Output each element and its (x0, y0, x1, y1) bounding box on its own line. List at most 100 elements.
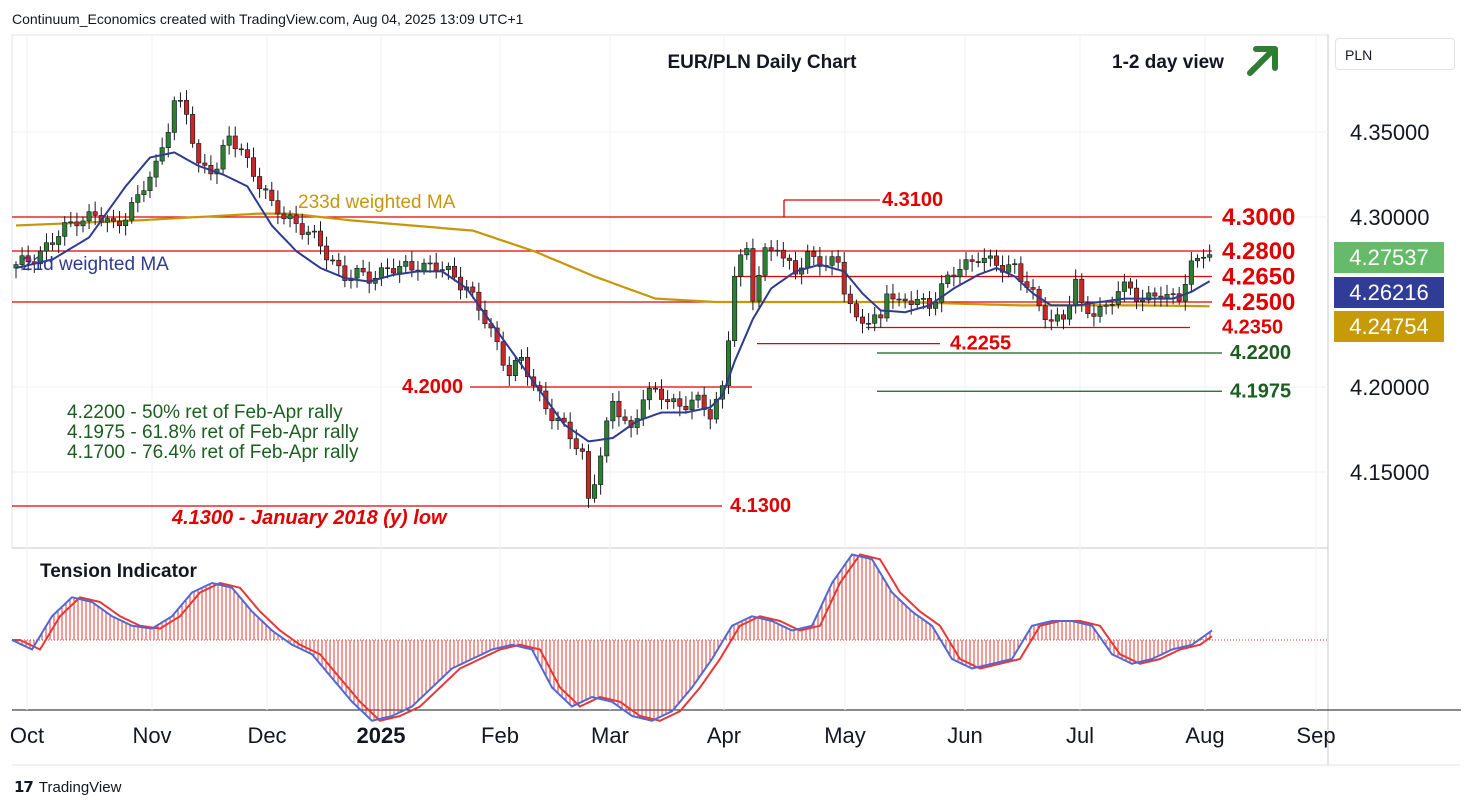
candle-body (914, 299, 920, 305)
candle-body (238, 148, 244, 151)
candle-body (165, 132, 171, 148)
candle-body (293, 214, 299, 224)
candle-body (360, 267, 366, 273)
candle-body (427, 262, 433, 265)
candle-body (409, 261, 415, 271)
candle-body (695, 394, 701, 401)
candle-body (512, 360, 518, 377)
candle-body (92, 211, 98, 216)
candle-body (652, 387, 658, 390)
candle-body (1121, 281, 1127, 292)
ma233-line (15, 212, 1210, 308)
candle-body (939, 283, 945, 303)
arrow-head (1253, 46, 1278, 71)
candle-body (902, 298, 908, 302)
x-tick-label: Aug (1185, 723, 1224, 748)
candle-body (1030, 287, 1036, 290)
ma21-label: 21d weighted MA (22, 254, 169, 275)
ma21-layer (15, 151, 1211, 443)
level-label-4.1975: 4.1975 (1230, 380, 1291, 402)
candle-body (878, 314, 884, 319)
x-tick-label: Nov (132, 723, 171, 748)
candle-body (1048, 319, 1054, 322)
candle-body (713, 398, 719, 420)
tension-line (11, 553, 1213, 722)
footer: 𝟭𝟳 TradingView (14, 778, 122, 797)
candle-body (671, 398, 677, 403)
currency-box[interactable]: PLN (1335, 38, 1455, 70)
candle-body (299, 223, 305, 235)
candle-body (677, 398, 683, 407)
currency-label: PLN (1345, 47, 1373, 63)
candle-body (817, 256, 823, 267)
footer-brand: TradingView (38, 778, 122, 796)
candle-body (56, 236, 62, 245)
candle-body (269, 189, 275, 201)
candle-body (829, 256, 835, 266)
candle-body (1097, 306, 1103, 317)
candle-body (123, 219, 129, 227)
candle-body (287, 214, 293, 219)
view-label: 1-2 day view (1112, 52, 1224, 73)
x-tick-label: Jul (1066, 723, 1094, 748)
candle-body (853, 303, 859, 318)
candle-body (330, 259, 336, 262)
level-label-4.2255: 4.2255 (950, 333, 1011, 355)
candle-body (37, 250, 43, 265)
candle-body (726, 340, 732, 386)
candle-body (451, 265, 457, 278)
candle-body (1207, 254, 1213, 258)
candle-body (263, 188, 269, 191)
y-tick-label: 4.35000 (1350, 120, 1430, 145)
candle-body (43, 242, 49, 252)
candle-body (171, 100, 177, 133)
candle-body (689, 399, 695, 411)
candle-body (506, 364, 512, 377)
candle-body (1060, 314, 1066, 320)
grid (11, 34, 1461, 766)
candle-body (366, 271, 372, 284)
candle-body (762, 247, 768, 276)
candle-body (841, 261, 847, 295)
candle-body (1115, 291, 1121, 305)
tradingview-logo-icon: 𝟭𝟳 (14, 779, 34, 796)
candle-body (177, 100, 183, 102)
candle-body (1067, 304, 1073, 320)
arrow-shaft (1247, 48, 1275, 76)
candle-body (896, 298, 902, 301)
candle-body (756, 274, 762, 302)
candle-body (1170, 293, 1176, 296)
candle-body (1134, 287, 1140, 302)
candle-body (220, 144, 226, 170)
candle-body (305, 231, 311, 235)
candle-body (579, 448, 585, 452)
candle-body (129, 202, 135, 221)
candle-body (141, 190, 147, 195)
x-tick-label: Jun (947, 723, 982, 748)
candle-body (744, 248, 750, 256)
candle-body (981, 257, 987, 263)
candle-body (324, 245, 330, 261)
candle-body (62, 222, 68, 237)
candle-body (622, 416, 628, 421)
candle-body (244, 149, 250, 158)
candle-body (421, 262, 427, 272)
candle-body (732, 276, 738, 342)
candle-body (196, 143, 202, 164)
ma21-price-tag: 4.26216 (1334, 277, 1444, 308)
candle-body (585, 451, 591, 499)
candle-body (707, 409, 713, 420)
price-levels (12, 199, 1222, 507)
candle-body (610, 400, 616, 422)
level-label-4.2000: 4.2000 (402, 376, 463, 398)
candle-body (975, 261, 981, 263)
candle-body (19, 255, 25, 265)
candle-body (805, 251, 811, 269)
candle-body (384, 267, 390, 270)
candle-body (184, 100, 190, 115)
candle-body (847, 293, 853, 304)
candle-body (232, 135, 238, 150)
candle-body (951, 274, 957, 278)
y-tick-label: 4.30000 (1350, 205, 1430, 230)
level-label-4.3000: 4.3000 (1222, 204, 1295, 231)
